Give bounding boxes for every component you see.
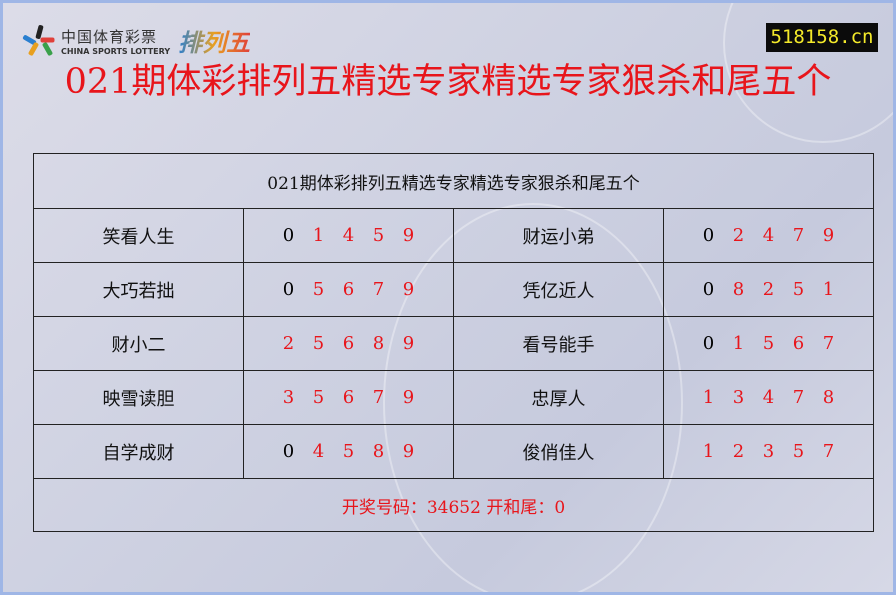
number-digit: 1 [822,279,835,300]
number-digit: 9 [402,333,415,354]
number-digit: 7 [372,387,385,408]
draw-result-footer: 开奖号码：34652 开和尾：0 [33,478,874,532]
number-digit: 2 [732,441,745,462]
number-digit: 9 [402,387,415,408]
expert-name: 忠厚人 [453,370,664,425]
expert-name: 看号能手 [453,316,664,371]
number-digit: 8 [732,279,745,300]
number-digit: 1 [312,225,325,246]
number-digit: 4 [342,225,355,246]
number-digit: 5 [342,441,355,462]
number-digit: 4 [762,387,775,408]
number-digit: 6 [342,387,355,408]
number-digit: 5 [792,441,805,462]
expert-name: 凭亿近人 [453,262,664,317]
expert-name: 映雪读胆 [33,370,244,425]
number-digit: 3 [282,387,295,408]
number-digit: 0 [702,279,715,300]
number-digit: 4 [312,441,325,462]
number-digit: 2 [732,225,745,246]
number-digit: 7 [822,333,835,354]
expert-picks-table: 021期体彩排列五精选专家精选专家狠杀和尾五个 笑看人生 0 1 4 5 9 财运小弟 0 2 4… [33,153,874,532]
expert-name: 俊俏佳人 [453,424,664,479]
expert-name: 笑看人生 [33,208,244,263]
number-digit: 7 [792,225,805,246]
table-row: 自学成财 0 4 5 8 9 俊俏佳人 1 2 3 5 7 [33,424,874,479]
expert-name: 财运小弟 [453,208,664,263]
number-digit: 1 [702,441,715,462]
number-digit: 0 [702,225,715,246]
number-digit: 5 [312,387,325,408]
number-digit: 7 [792,387,805,408]
number-digit: 0 [702,333,715,354]
number-digit: 0 [282,279,295,300]
number-digit: 5 [312,333,325,354]
lottery-logo-icon [22,24,57,57]
table-row: 笑看人生 0 1 4 5 9 财运小弟 0 2 4 7 9 [33,208,874,263]
number-digit: 3 [732,387,745,408]
logo-chinese-text: 中国体育彩票 [61,27,158,46]
number-digit: 0 [282,225,295,246]
number-digit: 5 [312,279,325,300]
number-digit: 8 [372,441,385,462]
number-digit: 7 [822,441,835,462]
number-digit: 8 [372,333,385,354]
expert-name: 自学成财 [33,424,244,479]
table-row: 映雪读胆 3 5 6 7 9 忠厚人 1 3 4 7 8 [33,370,874,425]
number-digit: 3 [762,441,775,462]
number-digit: 2 [762,279,775,300]
page-title: 021期体彩排列五精选专家精选专家狠杀和尾五个 [64,62,832,102]
number-digit: 0 [282,441,295,462]
number-digit: 6 [792,333,805,354]
number-digit: 9 [402,441,415,462]
number-digit: 1 [732,333,745,354]
number-digit: 6 [342,333,355,354]
number-digit: 5 [762,333,775,354]
expert-name: 财小二 [33,316,244,371]
logo-english-text: CHINA SPORTS LOTTERY [61,46,171,56]
product-logo-text: 排列五 [178,23,250,58]
number-digit: 2 [282,333,295,354]
china-sports-lottery-logo: 中国体育彩票 CHINA SPORTS LOTTERY 排列五 [22,23,250,58]
expert-name: 大巧若拙 [33,262,244,317]
site-badge: 518158.cn [766,23,878,52]
number-digit: 9 [402,279,415,300]
number-digit: 7 [372,279,385,300]
number-digit: 9 [402,225,415,246]
number-digit: 9 [822,225,835,246]
number-digit: 6 [342,279,355,300]
number-digit: 8 [822,387,835,408]
table-header: 021期体彩排列五精选专家精选专家狠杀和尾五个 [33,153,874,209]
number-digit: 1 [702,387,715,408]
table-row: 大巧若拙 0 5 6 7 9 凭亿近人 0 8 2 5 1 [33,262,874,317]
number-digit: 5 [792,279,805,300]
number-digit: 4 [762,225,775,246]
number-digit: 5 [372,225,385,246]
table-row: 财小二 2 5 6 8 9 看号能手 0 1 5 6 7 [33,316,874,371]
